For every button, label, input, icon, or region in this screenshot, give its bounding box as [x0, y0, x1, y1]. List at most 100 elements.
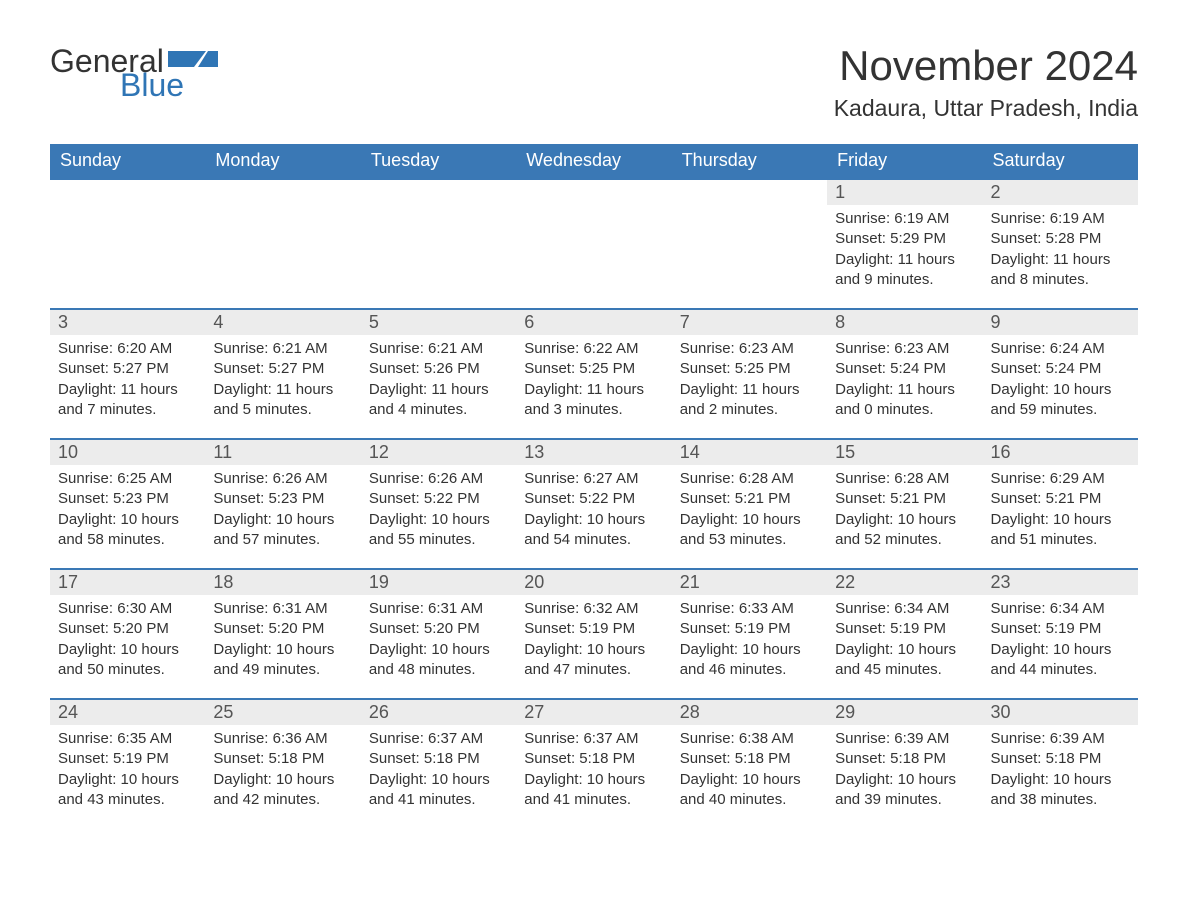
sunrise-line: Sunrise: 6:31 AM — [369, 599, 508, 619]
daylight-line: Daylight: 10 hours and 57 minutes. — [213, 510, 352, 551]
sunrise-line: Sunrise: 6:28 AM — [680, 469, 819, 489]
sunrise-line: Sunrise: 6:39 AM — [991, 729, 1130, 749]
daylight-line: Daylight: 10 hours and 38 minutes. — [991, 770, 1130, 811]
daylight-line: Daylight: 10 hours and 40 minutes. — [680, 770, 819, 811]
day-cell: 18Sunrise: 6:31 AMSunset: 5:20 PMDayligh… — [205, 570, 360, 698]
dow-sunday: Sunday — [50, 144, 205, 178]
day-number: 14 — [672, 440, 827, 465]
day-body: Sunrise: 6:19 AMSunset: 5:29 PMDaylight:… — [827, 205, 982, 298]
sunrise-line: Sunrise: 6:20 AM — [58, 339, 197, 359]
daylight-line: Daylight: 11 hours and 4 minutes. — [369, 380, 508, 421]
day-body: Sunrise: 6:31 AMSunset: 5:20 PMDaylight:… — [205, 595, 360, 688]
day-body: Sunrise: 6:23 AMSunset: 5:25 PMDaylight:… — [672, 335, 827, 428]
dow-tuesday: Tuesday — [361, 144, 516, 178]
daylight-line: Daylight: 10 hours and 39 minutes. — [835, 770, 974, 811]
daylight-line: Daylight: 10 hours and 41 minutes. — [369, 770, 508, 811]
day-cell: 17Sunrise: 6:30 AMSunset: 5:20 PMDayligh… — [50, 570, 205, 698]
sunrise-line: Sunrise: 6:30 AM — [58, 599, 197, 619]
day-number: 22 — [827, 570, 982, 595]
sunset-line: Sunset: 5:28 PM — [991, 229, 1130, 249]
sunrise-line: Sunrise: 6:23 AM — [835, 339, 974, 359]
daylight-line: Daylight: 10 hours and 43 minutes. — [58, 770, 197, 811]
week-row: 3Sunrise: 6:20 AMSunset: 5:27 PMDaylight… — [50, 308, 1138, 438]
daylight-line: Daylight: 11 hours and 3 minutes. — [524, 380, 663, 421]
sunrise-line: Sunrise: 6:22 AM — [524, 339, 663, 359]
location: Kadaura, Uttar Pradesh, India — [834, 95, 1138, 122]
day-number: 29 — [827, 700, 982, 725]
sunset-line: Sunset: 5:18 PM — [524, 749, 663, 769]
day-number: 15 — [827, 440, 982, 465]
sunrise-line: Sunrise: 6:38 AM — [680, 729, 819, 749]
day-cell: 3Sunrise: 6:20 AMSunset: 5:27 PMDaylight… — [50, 310, 205, 438]
sunset-line: Sunset: 5:20 PM — [58, 619, 197, 639]
sunset-line: Sunset: 5:20 PM — [213, 619, 352, 639]
day-cell: 7Sunrise: 6:23 AMSunset: 5:25 PMDaylight… — [672, 310, 827, 438]
logo-text-blue: Blue — [120, 69, 184, 101]
day-body: Sunrise: 6:33 AMSunset: 5:19 PMDaylight:… — [672, 595, 827, 688]
day-body: Sunrise: 6:31 AMSunset: 5:20 PMDaylight:… — [361, 595, 516, 688]
day-number: 12 — [361, 440, 516, 465]
sunrise-line: Sunrise: 6:37 AM — [524, 729, 663, 749]
day-cell: 16Sunrise: 6:29 AMSunset: 5:21 PMDayligh… — [983, 440, 1138, 568]
day-cell: 27Sunrise: 6:37 AMSunset: 5:18 PMDayligh… — [516, 700, 671, 828]
day-number: 10 — [50, 440, 205, 465]
daylight-line: Daylight: 10 hours and 41 minutes. — [524, 770, 663, 811]
day-cell: 8Sunrise: 6:23 AMSunset: 5:24 PMDaylight… — [827, 310, 982, 438]
day-body: Sunrise: 6:21 AMSunset: 5:26 PMDaylight:… — [361, 335, 516, 428]
day-number: 19 — [361, 570, 516, 595]
day-number: 16 — [983, 440, 1138, 465]
sunset-line: Sunset: 5:18 PM — [213, 749, 352, 769]
sunset-line: Sunset: 5:29 PM — [835, 229, 974, 249]
day-body: Sunrise: 6:34 AMSunset: 5:19 PMDaylight:… — [983, 595, 1138, 688]
sunset-line: Sunset: 5:19 PM — [524, 619, 663, 639]
sunrise-line: Sunrise: 6:33 AM — [680, 599, 819, 619]
sunrise-line: Sunrise: 6:34 AM — [835, 599, 974, 619]
day-body: Sunrise: 6:30 AMSunset: 5:20 PMDaylight:… — [50, 595, 205, 688]
day-body: Sunrise: 6:26 AMSunset: 5:22 PMDaylight:… — [361, 465, 516, 558]
day-body: Sunrise: 6:27 AMSunset: 5:22 PMDaylight:… — [516, 465, 671, 558]
daylight-line: Daylight: 10 hours and 44 minutes. — [991, 640, 1130, 681]
day-cell: 15Sunrise: 6:28 AMSunset: 5:21 PMDayligh… — [827, 440, 982, 568]
day-cell: 28Sunrise: 6:38 AMSunset: 5:18 PMDayligh… — [672, 700, 827, 828]
day-body: Sunrise: 6:39 AMSunset: 5:18 PMDaylight:… — [983, 725, 1138, 818]
day-number: 26 — [361, 700, 516, 725]
sunrise-line: Sunrise: 6:39 AM — [835, 729, 974, 749]
day-body: Sunrise: 6:38 AMSunset: 5:18 PMDaylight:… — [672, 725, 827, 818]
day-cell: 20Sunrise: 6:32 AMSunset: 5:19 PMDayligh… — [516, 570, 671, 698]
sunset-line: Sunset: 5:24 PM — [991, 359, 1130, 379]
day-body: Sunrise: 6:23 AMSunset: 5:24 PMDaylight:… — [827, 335, 982, 428]
day-cell: 22Sunrise: 6:34 AMSunset: 5:19 PMDayligh… — [827, 570, 982, 698]
day-body: Sunrise: 6:28 AMSunset: 5:21 PMDaylight:… — [672, 465, 827, 558]
sunrise-line: Sunrise: 6:26 AM — [369, 469, 508, 489]
daylight-line: Daylight: 10 hours and 42 minutes. — [213, 770, 352, 811]
day-body: Sunrise: 6:37 AMSunset: 5:18 PMDaylight:… — [361, 725, 516, 818]
day-cell: 25Sunrise: 6:36 AMSunset: 5:18 PMDayligh… — [205, 700, 360, 828]
day-cell: 29Sunrise: 6:39 AMSunset: 5:18 PMDayligh… — [827, 700, 982, 828]
day-number: 5 — [361, 310, 516, 335]
day-body: Sunrise: 6:36 AMSunset: 5:18 PMDaylight:… — [205, 725, 360, 818]
day-number: 23 — [983, 570, 1138, 595]
header: General Blue November 2024 Kadaura, Utta… — [50, 45, 1138, 122]
day-number: 13 — [516, 440, 671, 465]
day-number: 18 — [205, 570, 360, 595]
day-cell: 13Sunrise: 6:27 AMSunset: 5:22 PMDayligh… — [516, 440, 671, 568]
day-number: 24 — [50, 700, 205, 725]
sunrise-line: Sunrise: 6:35 AM — [58, 729, 197, 749]
sunset-line: Sunset: 5:24 PM — [835, 359, 974, 379]
sunset-line: Sunset: 5:19 PM — [58, 749, 197, 769]
daylight-line: Daylight: 10 hours and 47 minutes. — [524, 640, 663, 681]
sunset-line: Sunset: 5:18 PM — [991, 749, 1130, 769]
day-number: 2 — [983, 180, 1138, 205]
day-number: 6 — [516, 310, 671, 335]
dow-header-row: Sunday Monday Tuesday Wednesday Thursday… — [50, 144, 1138, 178]
day-number: 7 — [672, 310, 827, 335]
day-number: 9 — [983, 310, 1138, 335]
daylight-line: Daylight: 11 hours and 2 minutes. — [680, 380, 819, 421]
sunset-line: Sunset: 5:21 PM — [991, 489, 1130, 509]
day-cell: 21Sunrise: 6:33 AMSunset: 5:19 PMDayligh… — [672, 570, 827, 698]
sunrise-line: Sunrise: 6:26 AM — [213, 469, 352, 489]
day-body: Sunrise: 6:22 AMSunset: 5:25 PMDaylight:… — [516, 335, 671, 428]
sunrise-line: Sunrise: 6:29 AM — [991, 469, 1130, 489]
day-number: 8 — [827, 310, 982, 335]
daylight-line: Daylight: 10 hours and 45 minutes. — [835, 640, 974, 681]
